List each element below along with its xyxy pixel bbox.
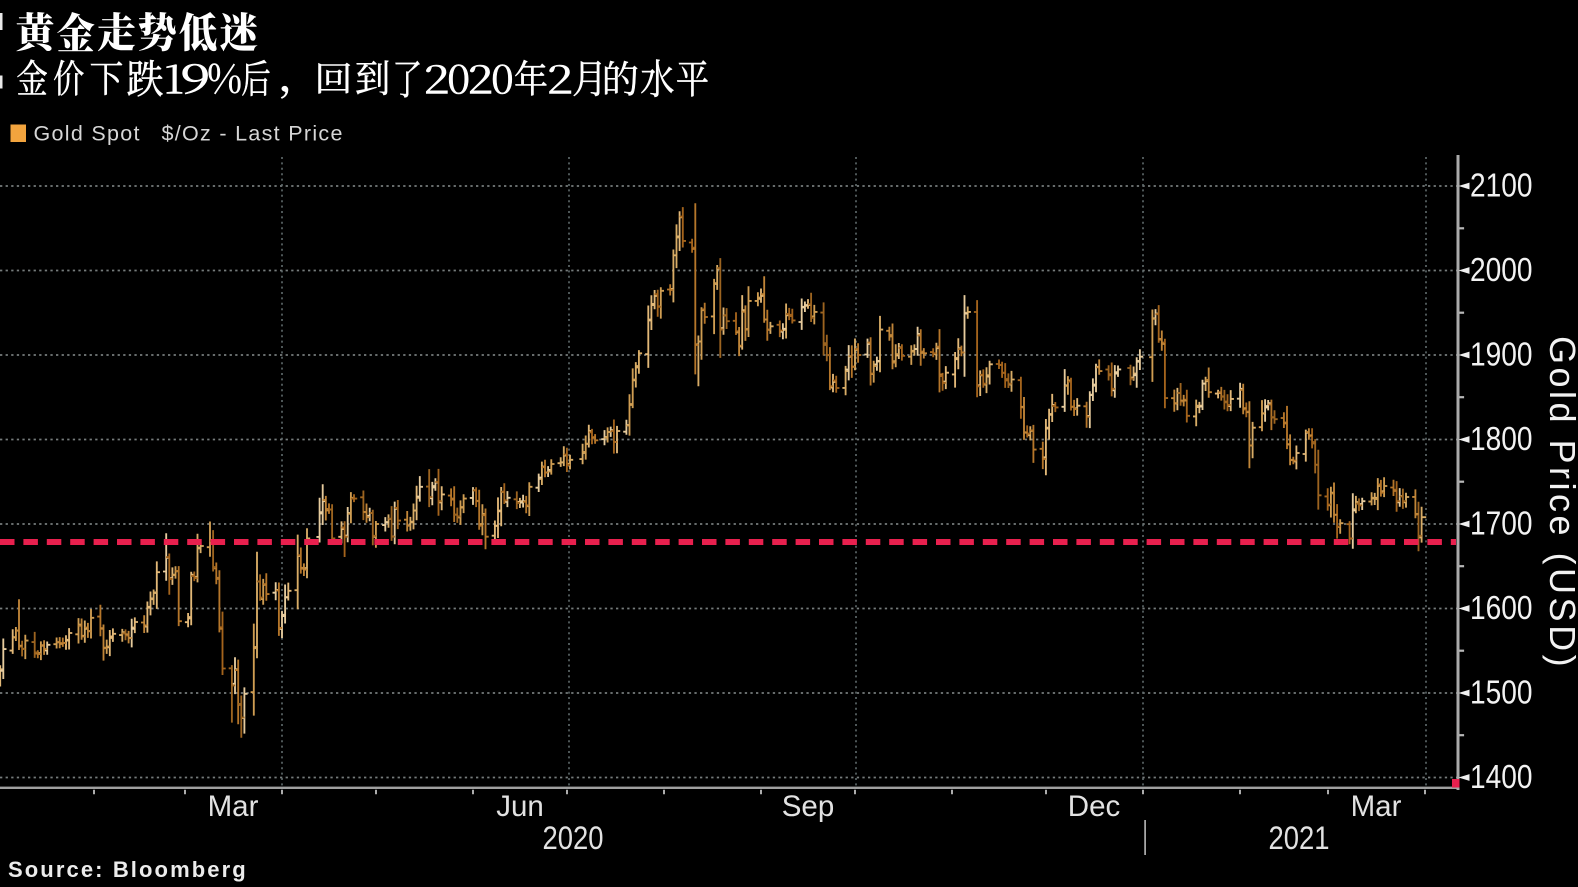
svg-text:Mar: Mar — [1351, 790, 1402, 823]
svg-text:1600: 1600 — [1470, 590, 1533, 627]
svg-text:2021: 2021 — [1269, 820, 1330, 856]
svg-text:1800: 1800 — [1470, 421, 1533, 458]
svg-text:$/Oz - Last Price: $/Oz - Last Price — [162, 122, 344, 146]
svg-text:Jun: Jun — [496, 790, 544, 823]
svg-text:2020: 2020 — [543, 820, 604, 856]
svg-text:Dec: Dec — [1068, 790, 1120, 823]
svg-text:Gold Spot: Gold Spot — [34, 122, 141, 146]
svg-text:Sep: Sep — [782, 790, 835, 823]
svg-text:1500: 1500 — [1470, 675, 1533, 712]
svg-text:2000: 2000 — [1470, 252, 1533, 289]
svg-text:1700: 1700 — [1470, 506, 1533, 543]
svg-text:Mar: Mar — [208, 790, 259, 823]
svg-text:1900: 1900 — [1470, 337, 1533, 374]
svg-text:Gold Price (USD): Gold Price (USD) — [1542, 336, 1578, 670]
svg-text:Source: Bloomberg: Source: Bloomberg — [8, 857, 248, 882]
svg-text:1400: 1400 — [1470, 759, 1533, 796]
svg-text:2100: 2100 — [1470, 168, 1533, 205]
